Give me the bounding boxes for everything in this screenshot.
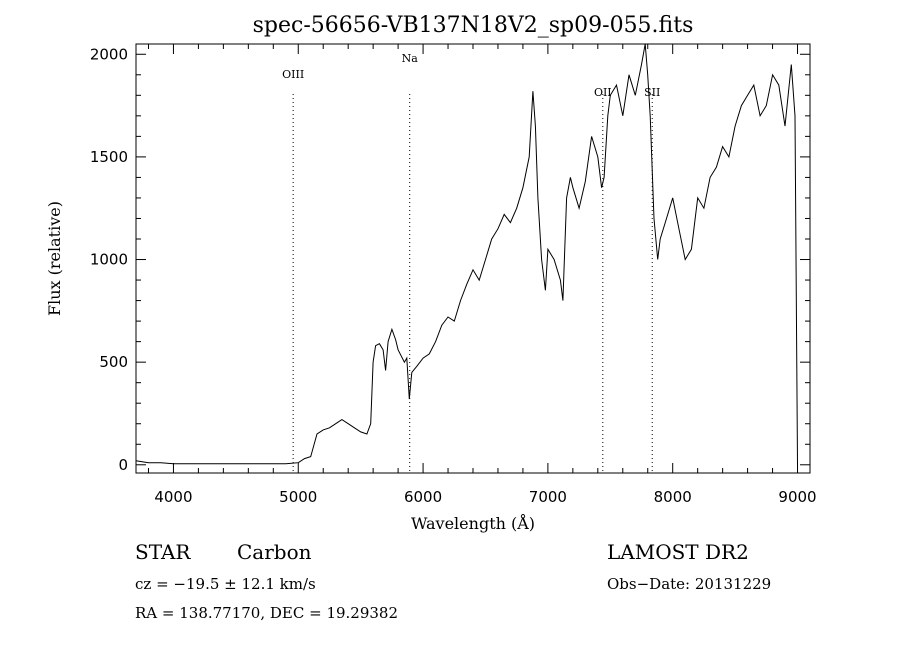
x-tick-label: 9000 xyxy=(778,488,816,506)
survey-name: LAMOST DR2 xyxy=(607,540,749,564)
line-marker-label: OII xyxy=(594,86,612,99)
y-tick-label: 0 xyxy=(118,456,128,474)
y-tick-label: 1500 xyxy=(90,148,128,166)
chart-title: spec-56656-VB137N18V2_sp09-055.fits xyxy=(253,13,694,38)
object-class: STAR xyxy=(135,540,191,564)
x-tick-label: 8000 xyxy=(654,488,692,506)
x-axis-label: Wavelength (Å) xyxy=(411,513,535,533)
tick-marks xyxy=(136,44,810,473)
line-marker-label: Na xyxy=(402,52,419,65)
spectrum-line xyxy=(135,43,798,465)
x-tick-label: 5000 xyxy=(279,488,317,506)
x-tick-label: 4000 xyxy=(154,488,192,506)
tick-labels: 4000 5000 6000 7000 8000 9000 0 500 1000 1500 2000 xyxy=(90,45,817,506)
x-tick-label: 7000 xyxy=(529,488,567,506)
y-tick-label: 2000 xyxy=(90,45,128,63)
emission-line-markers: OIII Na OII SII xyxy=(282,52,660,473)
plot-frame xyxy=(135,43,811,474)
y-tick-label: 1000 xyxy=(90,251,128,269)
object-subclass: Carbon xyxy=(237,540,312,564)
redshift-text: cz = −19.5 ± 12.1 km/s xyxy=(135,575,316,593)
x-tick-label: 6000 xyxy=(404,488,442,506)
line-marker-label: SII xyxy=(644,86,660,99)
observation-date: Obs−Date: 20131229 xyxy=(607,575,772,593)
line-marker-label: OIII xyxy=(282,68,304,81)
y-axis-label: Flux (relative) xyxy=(45,201,64,316)
y-tick-label: 500 xyxy=(99,353,128,371)
coordinates-text: RA = 138.77170, DEC = 19.29382 xyxy=(135,604,399,622)
